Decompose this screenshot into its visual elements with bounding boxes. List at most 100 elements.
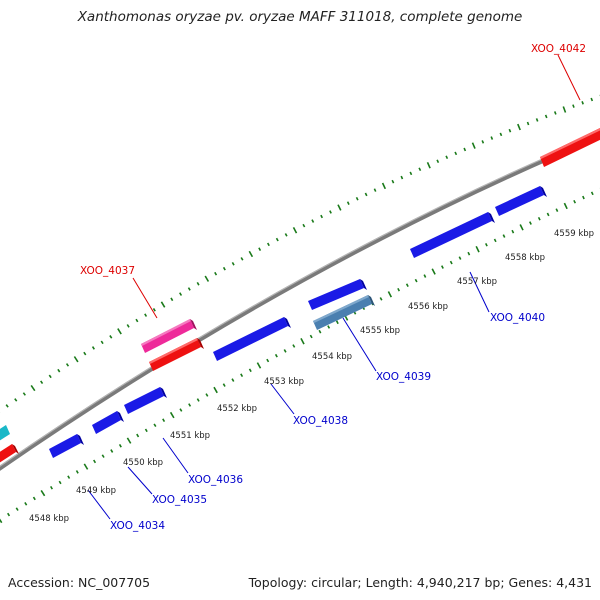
inner-tick: [50, 485, 53, 490]
gene-xoo-4037-upper[interactable]: [141, 319, 197, 353]
outer-tick: [517, 123, 521, 131]
outer-tick: [490, 136, 494, 140]
gene-xoo-4040-b[interactable]: [495, 186, 547, 216]
gene-xoo-4042[interactable]: [540, 127, 600, 167]
outer-tick: [535, 118, 539, 122]
inner-tick: [24, 501, 28, 506]
inner-tick: [300, 338, 305, 345]
outer-tick: [508, 128, 512, 133]
outer-tick: [5, 404, 9, 408]
outer-tick: [364, 192, 368, 197]
outer-tick: [544, 114, 548, 119]
inner-tick: [32, 496, 36, 501]
outer-tick: [302, 223, 306, 228]
inner-tick: [327, 325, 331, 329]
gene-label-xoo-4036[interactable]: XOO_4036: [188, 474, 243, 486]
inner-tick: [449, 260, 453, 265]
inner-tick: [67, 475, 71, 479]
gene-label-xoo-4039[interactable]: XOO_4039: [376, 371, 431, 383]
outer-tick: [187, 287, 191, 291]
outer-tick: [355, 196, 359, 201]
inner-tick: [502, 234, 506, 238]
inner-tick: [196, 398, 200, 402]
leader-xoo-4034: [87, 489, 111, 520]
gene-label-xoo-4040[interactable]: XOO_4040: [490, 312, 545, 324]
outer-tick: [292, 227, 298, 234]
gene-xoo-4034[interactable]: [49, 434, 84, 458]
outer-tick: [48, 374, 52, 379]
gene-label-xoo-4037[interactable]: XOO_4037: [80, 265, 135, 277]
gene-label-xoo-4042[interactable]: XOO_4042: [531, 43, 586, 55]
outer-tick: [572, 104, 575, 108]
inner-tick: [555, 208, 559, 212]
gene-xoo-4037-lower[interactable]: [149, 338, 204, 371]
genome-backbone-highlight: [0, 133, 600, 467]
inner-tick: [179, 408, 183, 412]
inner-tick: [511, 229, 515, 234]
leader-lines: [87, 54, 581, 520]
scale-label: 4548 kbp: [29, 514, 69, 524]
inner-tick: [248, 368, 252, 373]
outer-tick: [436, 159, 440, 164]
gene-label-xoo-4035[interactable]: XOO_4035: [152, 494, 207, 506]
inner-tick: [283, 349, 287, 353]
inner-tick: [83, 463, 89, 470]
outer-tick: [526, 121, 530, 126]
outer-tick: [117, 328, 122, 335]
outer-tick: [258, 247, 262, 251]
inner-tick: [188, 403, 192, 407]
inner-tick: [431, 268, 436, 275]
gene-xoo-4038[interactable]: [213, 317, 291, 361]
outer-tick: [275, 237, 279, 242]
forward-strand-genes: [0, 127, 600, 463]
gene-xoo-4040-a[interactable]: [410, 212, 495, 258]
leader-xoo-4040: [469, 271, 490, 313]
scale-label: 4551 kbp: [170, 431, 210, 441]
gene-xoo-4039-lower[interactable]: [313, 295, 375, 330]
gene-labels: XOO_4037 XOO_4042 XOO_4034 XOO_4035 XOO_…: [80, 43, 586, 532]
inner-tick: [475, 245, 480, 253]
inner-tick: [318, 329, 322, 334]
outer-tick: [152, 307, 156, 312]
inner-tick: [405, 283, 409, 287]
inner-tick: [467, 251, 471, 256]
gene-label-xoo-4034[interactable]: XOO_4034: [110, 520, 165, 532]
outer-tick: [179, 292, 183, 296]
gene-xoo-4036[interactable]: [124, 387, 167, 414]
outer-tick: [553, 111, 557, 115]
inner-tick: [528, 221, 532, 225]
inner-tick: [379, 297, 383, 301]
inner-tick: [205, 393, 209, 397]
gene-label-xoo-4038[interactable]: XOO_4038: [293, 415, 348, 427]
inner-tick: [387, 291, 393, 298]
outer-tick: [57, 368, 61, 373]
outer-tick: [231, 262, 235, 266]
genome-summary: Topology: circular; Length: 4,940,217 bp…: [248, 575, 592, 590]
outer-tick: [14, 398, 18, 402]
gene-cyan-partial[interactable]: [0, 425, 10, 441]
inner-tick: [101, 454, 105, 458]
inner-tick: [573, 199, 577, 204]
inner-tick: [458, 256, 462, 260]
inner-tick: [292, 344, 296, 348]
inner-tick: [414, 278, 418, 283]
outer-tick-ring: [0, 94, 600, 413]
outer-tick: [73, 356, 79, 363]
gene-forward-partial[interactable]: [0, 444, 19, 463]
gene-xoo-4039-upper[interactable]: [308, 279, 367, 310]
outer-tick: [91, 346, 95, 350]
inner-tick: [335, 320, 339, 325]
inner-tick: [169, 411, 175, 419]
outer-tick: [144, 313, 148, 317]
inner-tick: [397, 287, 401, 292]
inner-tick: [256, 362, 262, 369]
inner-tick: [7, 512, 11, 517]
outer-tick: [170, 297, 174, 302]
gene-xoo-4035[interactable]: [92, 411, 124, 434]
outer-tick: [426, 161, 431, 169]
inner-tick-ring: [0, 187, 600, 524]
scale-label: 4559 kbp: [554, 229, 594, 239]
outer-tick: [30, 384, 36, 392]
scale-label: 4554 kbp: [312, 352, 352, 362]
